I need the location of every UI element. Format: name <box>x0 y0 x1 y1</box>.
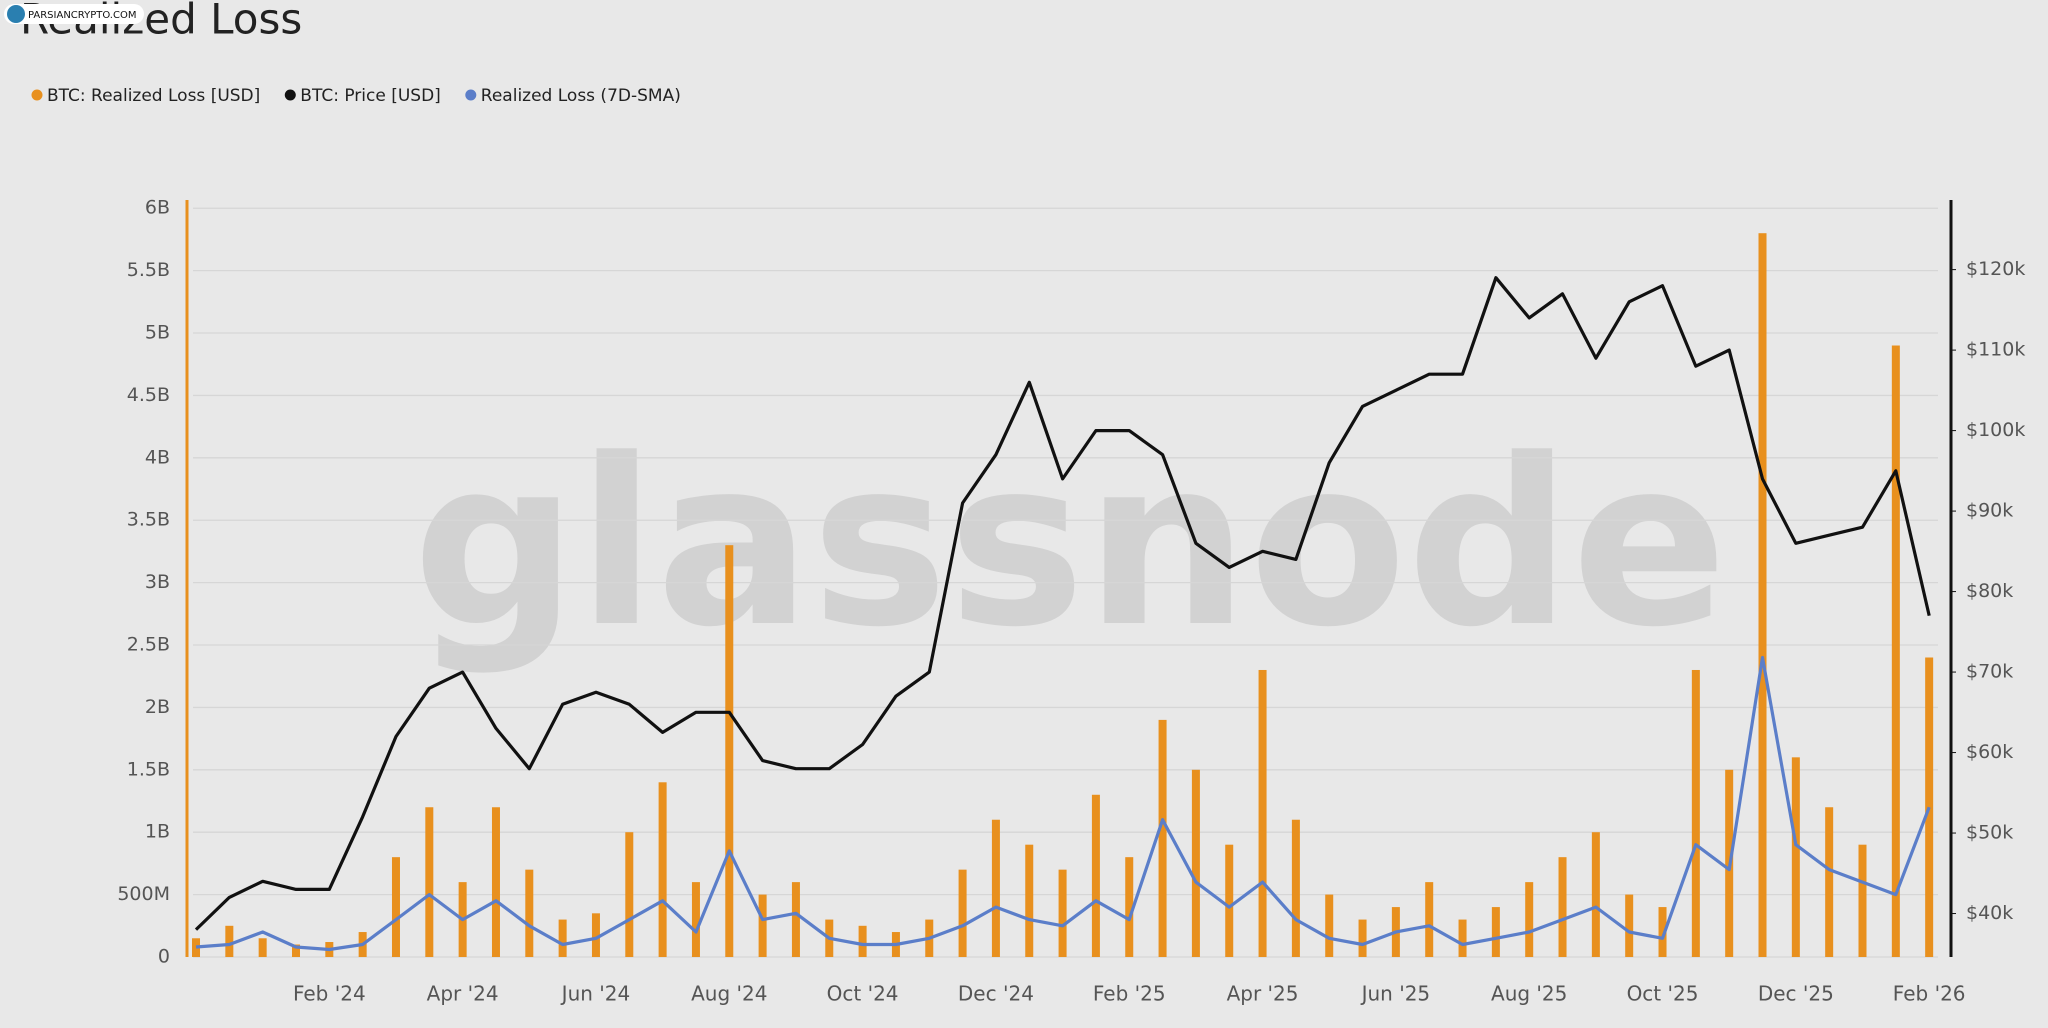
bar <box>791 882 800 957</box>
bar <box>1825 807 1834 957</box>
bar <box>1891 345 1900 957</box>
bar <box>1225 844 1234 957</box>
bar <box>1025 844 1034 957</box>
y-tick-label: 2B <box>145 696 170 718</box>
bar <box>525 869 534 957</box>
bar <box>1425 882 1434 957</box>
line-series <box>194 276 1931 931</box>
y-tick-label: 0 <box>158 946 170 968</box>
bar <box>1058 869 1067 957</box>
bar <box>225 925 234 957</box>
bar <box>958 869 967 957</box>
y-tick-label: 6B <box>145 197 170 219</box>
x-tick-label: Feb '25 <box>1093 982 1166 1006</box>
y-tick-label: 1B <box>145 821 170 843</box>
x-tick-label: Oct '25 <box>1627 982 1699 1006</box>
bar <box>291 944 300 957</box>
legend-swatch <box>31 89 43 101</box>
y2-tick-label: $60k <box>1966 741 2013 763</box>
bar <box>658 782 667 957</box>
legend-swatch <box>465 89 477 101</box>
y-tick-label: 500M <box>117 883 170 905</box>
x-tick-label: Aug '25 <box>1491 982 1567 1006</box>
y-tick-label: 2.5B <box>127 634 170 656</box>
y2-tick-label: $50k <box>1966 822 2013 844</box>
y-tick-label: 5.5B <box>127 259 170 281</box>
x-tick-label: Apr '25 <box>1227 982 1299 1006</box>
bar <box>1558 857 1567 957</box>
legend-label: BTC: Realized Loss [USD] <box>47 86 260 106</box>
bar <box>1325 894 1334 957</box>
bar <box>558 919 567 957</box>
bar <box>1858 844 1867 957</box>
bar <box>192 938 200 957</box>
x-tick-label: Apr '24 <box>427 982 499 1006</box>
source-badge: PARSIANCRYPTO.COM <box>28 10 136 21</box>
y2-tick-label: $80k <box>1966 580 2013 602</box>
bar <box>1625 894 1634 957</box>
bar <box>1491 907 1500 957</box>
x-tick-label: Aug '24 <box>691 982 767 1006</box>
bar <box>1125 857 1134 957</box>
watermark: glassnode <box>413 411 1728 678</box>
badge-bg <box>4 4 144 24</box>
x-tick-label: Feb '24 <box>293 982 366 1006</box>
bar <box>1258 669 1267 957</box>
x-tick-label: Dec '24 <box>958 982 1034 1006</box>
y2-tick-label: $40k <box>1966 902 2013 924</box>
x-tick-label: Feb '26 <box>1893 982 1966 1006</box>
bar <box>425 807 434 957</box>
y-tick-label: 5B <box>145 322 170 344</box>
bar <box>1525 882 1534 957</box>
bar <box>491 807 500 957</box>
bar <box>391 857 400 957</box>
bar <box>1158 719 1167 957</box>
bar <box>858 925 867 957</box>
bar <box>1658 907 1667 957</box>
bar <box>1191 769 1200 957</box>
legend-label: BTC: Price [USD] <box>300 86 441 106</box>
bar <box>1758 233 1767 957</box>
legend-label: Realized Loss (7D-SMA) <box>481 86 681 106</box>
badge-icon <box>7 5 25 23</box>
y2-tick-label: $90k <box>1966 500 2013 522</box>
bar <box>725 545 734 957</box>
y2-tick-label: $70k <box>1966 661 2013 683</box>
bar <box>1458 919 1467 957</box>
x-tick-label: Jun '24 <box>560 982 631 1006</box>
bar <box>1791 757 1800 957</box>
legend-swatch <box>284 89 296 101</box>
bar <box>625 832 634 957</box>
bar <box>1358 919 1367 957</box>
bar <box>1691 669 1700 957</box>
y-tick-label: 4.5B <box>127 384 170 406</box>
x-tick-label: Dec '25 <box>1758 982 1834 1006</box>
y-tick-label: 3B <box>145 571 170 593</box>
bar <box>591 913 600 957</box>
y2-tick-label: $120k <box>1966 258 2025 280</box>
bar <box>258 938 267 957</box>
bar <box>991 819 1000 957</box>
bar <box>1591 832 1600 957</box>
bar <box>1291 819 1300 957</box>
x-tick-label: Oct '24 <box>827 982 899 1006</box>
y-tick-label: 4B <box>145 446 170 468</box>
line-series <box>195 655 1931 952</box>
x-tick-label: Jun '25 <box>1360 982 1431 1006</box>
y-tick-label: 1.5B <box>127 758 170 780</box>
y2-tick-label: $110k <box>1966 339 2025 361</box>
bar <box>691 882 700 957</box>
y2-tick-label: $100k <box>1966 419 2025 441</box>
bar <box>758 894 767 957</box>
y-tick-label: 3.5B <box>127 509 170 531</box>
bar <box>1091 794 1100 957</box>
